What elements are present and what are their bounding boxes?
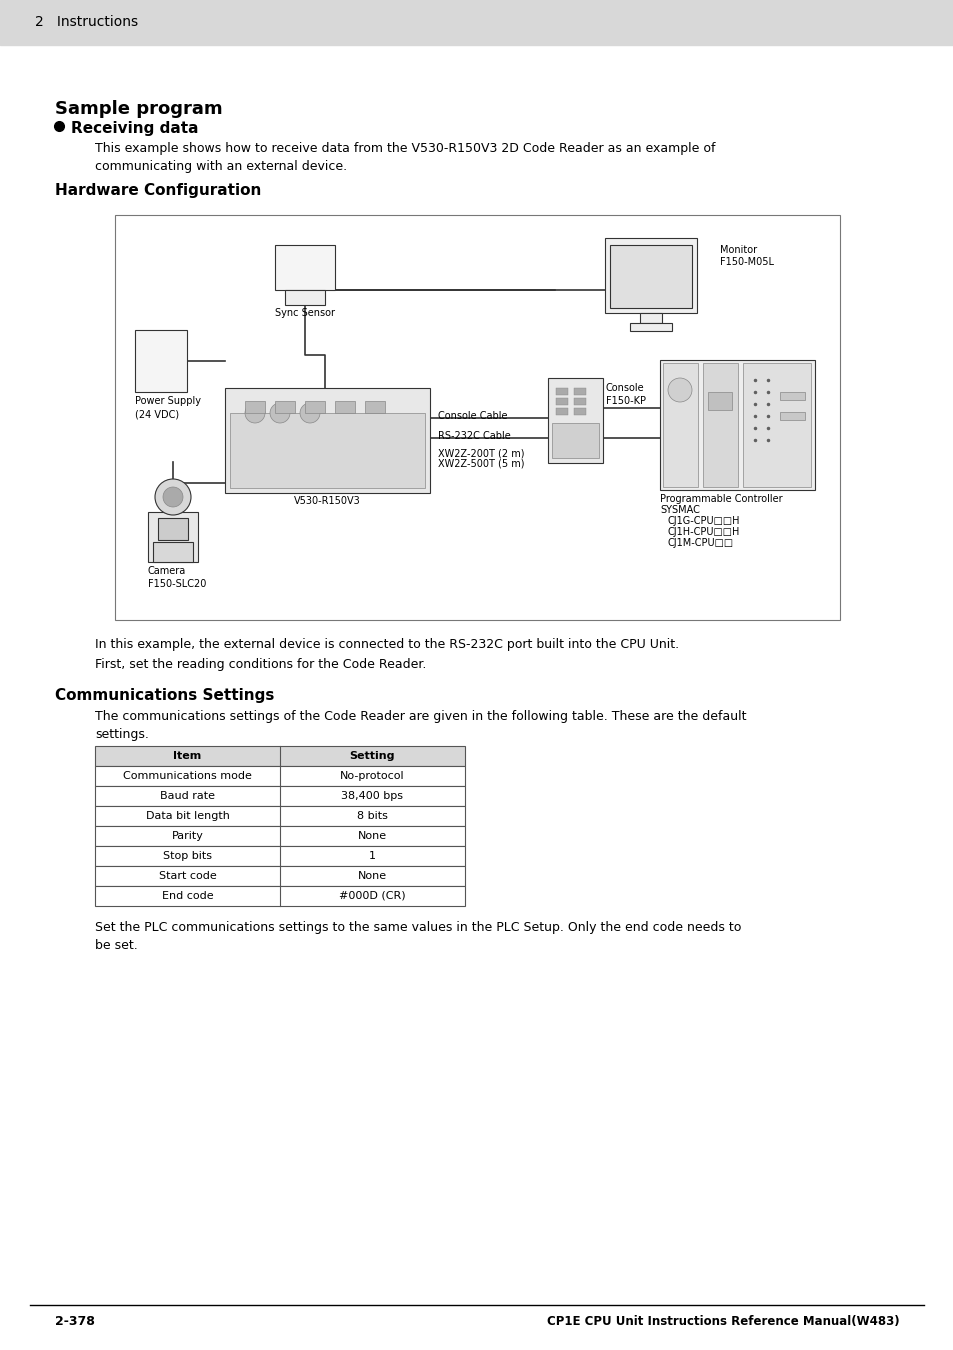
Text: Programmable Controller: Programmable Controller [659, 494, 781, 504]
Text: Baud rate: Baud rate [160, 791, 214, 801]
Bar [574, 398, 585, 405]
Bar [245, 401, 265, 413]
Circle shape [154, 479, 191, 514]
Text: V530-R150V3: V530-R150V3 [294, 495, 360, 506]
Text: Start code: Start code [158, 871, 216, 882]
Circle shape [299, 404, 319, 423]
Bar [115, 215, 840, 620]
Bar [95, 886, 464, 906]
Bar [365, 401, 385, 413]
Text: SYSMAC: SYSMAC [659, 505, 700, 514]
Text: Item: Item [173, 751, 201, 761]
Text: No-protocol: No-protocol [340, 771, 404, 782]
Text: Set the PLC communications settings to the same values in the PLC Setup. Only th: Set the PLC communications settings to t… [95, 921, 740, 952]
Bar [574, 408, 585, 414]
Bar [95, 747, 464, 765]
Text: Setting: Setting [350, 751, 395, 761]
Bar [629, 323, 671, 331]
Text: 2   Instructions: 2 Instructions [35, 15, 138, 28]
Bar [556, 408, 567, 414]
Bar [702, 363, 738, 487]
Bar [609, 244, 691, 308]
Text: The communications settings of the Code Reader are given in the following table.: The communications settings of the Code … [95, 710, 745, 741]
Text: #000D (CR): #000D (CR) [339, 891, 405, 900]
Circle shape [245, 404, 265, 423]
Bar [780, 412, 804, 420]
Bar [274, 244, 335, 290]
Bar [158, 518, 188, 540]
Text: Data bit length: Data bit length [146, 811, 230, 821]
Bar [552, 423, 598, 458]
Bar [274, 401, 294, 413]
Circle shape [667, 378, 691, 402]
Bar [604, 238, 697, 313]
Text: Sample program: Sample program [55, 100, 222, 117]
Text: Stop bits: Stop bits [163, 850, 212, 861]
Bar [148, 512, 198, 562]
Bar [95, 786, 464, 806]
Bar [95, 765, 464, 786]
Text: Monitor
F150-M05L: Monitor F150-M05L [720, 244, 773, 266]
Bar [95, 865, 464, 886]
Bar [135, 329, 187, 391]
Text: End code: End code [161, 891, 213, 900]
Text: 1: 1 [369, 850, 375, 861]
Bar [0, 0, 953, 45]
Text: CJ1M-CPU□□: CJ1M-CPU□□ [667, 539, 734, 548]
Text: Receiving data: Receiving data [71, 122, 198, 136]
Bar [95, 806, 464, 826]
Text: CP1E CPU Unit Instructions Reference Manual(W483): CP1E CPU Unit Instructions Reference Man… [547, 1315, 899, 1328]
Text: CJ1G-CPU□□H: CJ1G-CPU□□H [667, 516, 740, 526]
Text: Sync Sensor: Sync Sensor [274, 308, 335, 319]
Bar [95, 826, 464, 846]
Text: Communications mode: Communications mode [123, 771, 252, 782]
Text: First, set the reading conditions for the Code Reader.: First, set the reading conditions for th… [95, 657, 426, 671]
Bar [780, 392, 804, 400]
Bar [305, 401, 325, 413]
Bar [225, 387, 430, 493]
Bar [95, 846, 464, 865]
Bar [230, 413, 424, 487]
Text: Communications Settings: Communications Settings [55, 688, 274, 703]
Bar [662, 363, 698, 487]
Bar [152, 541, 193, 562]
Text: Parity: Parity [172, 832, 203, 841]
Text: Hardware Configuration: Hardware Configuration [55, 184, 261, 198]
Text: Console Cable: Console Cable [437, 410, 507, 421]
Bar [547, 378, 602, 463]
Text: Console
F150-KP: Console F150-KP [605, 383, 645, 406]
Text: None: None [357, 871, 387, 882]
Text: This example shows how to receive data from the V530-R150V3 2D Code Reader as an: This example shows how to receive data f… [95, 142, 715, 173]
Text: 8 bits: 8 bits [356, 811, 388, 821]
Circle shape [163, 487, 183, 508]
Bar [639, 313, 661, 323]
Text: XW2Z-500T (5 m): XW2Z-500T (5 m) [437, 459, 524, 468]
Bar [742, 363, 810, 487]
Bar [285, 290, 325, 305]
Text: Power Supply
(24 VDC): Power Supply (24 VDC) [135, 396, 201, 420]
Bar [556, 398, 567, 405]
Text: 38,400 bps: 38,400 bps [341, 791, 403, 801]
Text: RS-232C Cable: RS-232C Cable [437, 431, 510, 441]
Bar [574, 387, 585, 396]
Text: 2-378: 2-378 [55, 1315, 94, 1328]
Text: CJ1H-CPU□□H: CJ1H-CPU□□H [667, 526, 740, 537]
Text: XW2Z-200T (2 m): XW2Z-200T (2 m) [437, 448, 524, 458]
Bar [659, 360, 814, 490]
Text: Camera
F150-SLC20: Camera F150-SLC20 [148, 566, 206, 589]
Circle shape [270, 404, 290, 423]
Bar [556, 387, 567, 396]
Text: In this example, the external device is connected to the RS-232C port built into: In this example, the external device is … [95, 639, 679, 651]
Bar [707, 392, 731, 410]
Bar [335, 401, 355, 413]
Text: None: None [357, 832, 387, 841]
